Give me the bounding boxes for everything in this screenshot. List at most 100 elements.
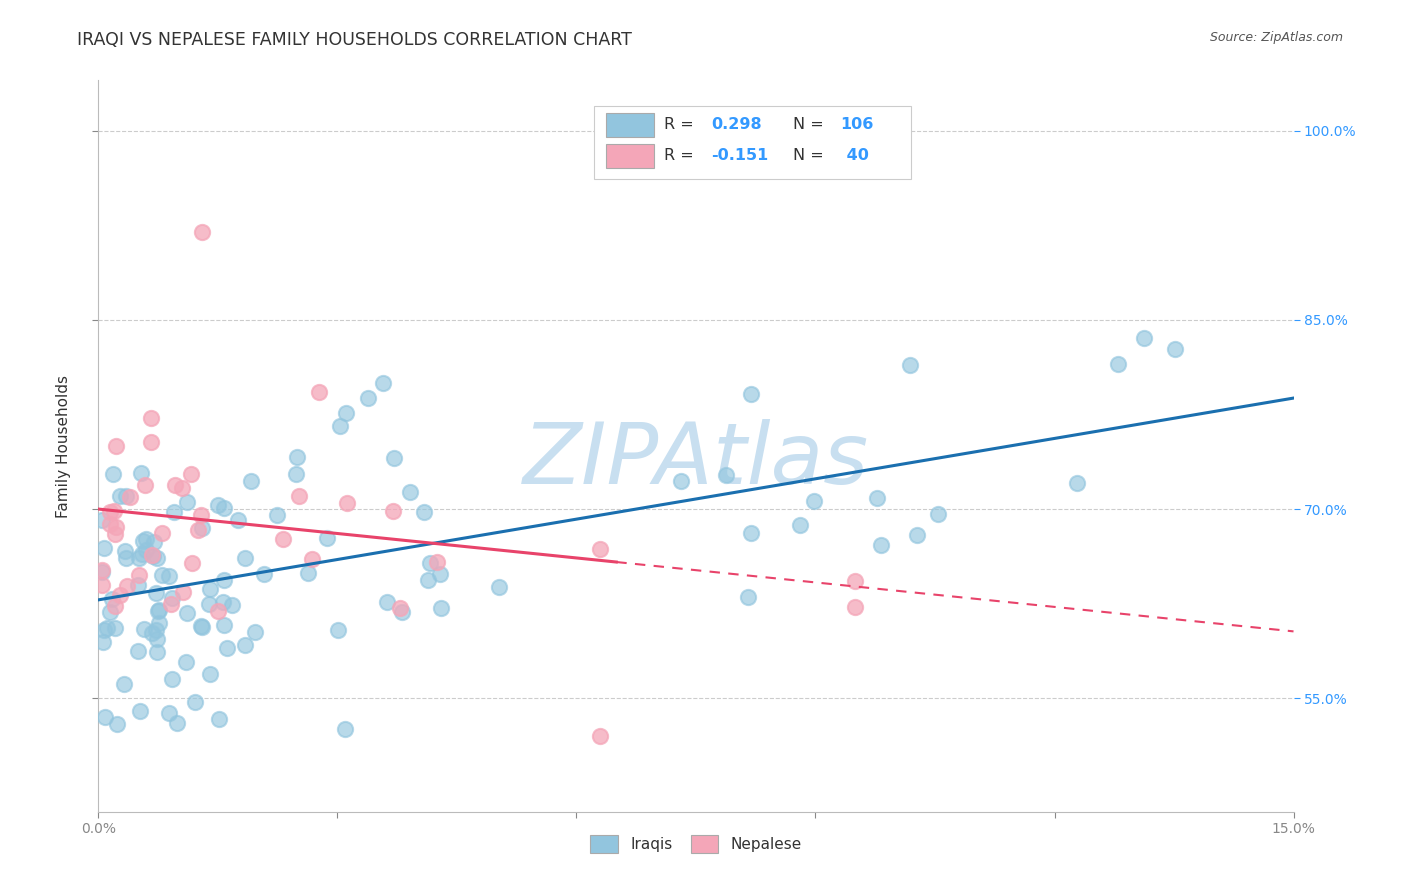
Point	[148, 615, 170, 630]
Point	[180, 467, 202, 481]
Point	[1066, 475, 1088, 490]
Point	[737, 590, 759, 604]
Point	[115, 579, 138, 593]
Point	[174, 656, 197, 670]
Point	[150, 568, 173, 582]
Point	[927, 507, 949, 521]
Point	[96, 621, 118, 635]
Point	[112, 677, 135, 691]
Point	[373, 376, 395, 391]
Point	[190, 508, 212, 522]
Point	[100, 591, 122, 606]
Point	[135, 542, 157, 557]
Point	[150, 526, 173, 541]
Point	[214, 573, 236, 587]
Text: 0.298: 0.298	[711, 117, 762, 132]
Point	[91, 566, 114, 580]
Point	[315, 531, 337, 545]
Point	[148, 603, 170, 617]
Point	[131, 547, 153, 561]
Point	[128, 704, 150, 718]
Point	[104, 599, 127, 613]
Legend: Iraqis, Nepalese: Iraqis, Nepalese	[585, 829, 807, 859]
Point	[308, 385, 330, 400]
Point	[132, 533, 155, 548]
Point	[91, 563, 114, 577]
Point	[418, 573, 440, 587]
Point	[190, 618, 212, 632]
Point	[357, 391, 380, 405]
Point	[170, 481, 193, 495]
Point	[429, 566, 451, 581]
Point	[669, 475, 692, 489]
Point	[208, 712, 231, 726]
Point	[740, 525, 762, 540]
Point	[187, 523, 209, 537]
Text: ZIPAtlas: ZIPAtlas	[523, 419, 869, 502]
Point	[740, 386, 762, 401]
Point	[184, 695, 207, 709]
Point	[141, 435, 163, 450]
Point	[105, 716, 128, 731]
Point	[212, 617, 235, 632]
Point	[419, 556, 441, 570]
Point	[142, 549, 165, 563]
Point	[426, 555, 449, 569]
Point	[198, 666, 221, 681]
Point	[128, 551, 150, 566]
Point	[589, 729, 612, 743]
Point	[127, 643, 149, 657]
Point	[381, 504, 404, 518]
FancyBboxPatch shape	[606, 144, 654, 168]
Point	[844, 600, 866, 615]
Point	[377, 595, 399, 609]
Point	[1132, 331, 1154, 345]
Point	[285, 467, 308, 482]
FancyBboxPatch shape	[595, 106, 911, 179]
Point	[226, 513, 249, 527]
Point	[297, 566, 319, 581]
Point	[488, 580, 510, 594]
Point	[114, 550, 136, 565]
Point	[905, 528, 928, 542]
Point	[134, 477, 156, 491]
Point	[146, 604, 169, 618]
Point	[146, 550, 169, 565]
Point	[91, 577, 114, 591]
Point	[120, 490, 142, 504]
Text: 106: 106	[841, 117, 875, 132]
Point	[217, 641, 239, 656]
Point	[844, 574, 866, 589]
FancyBboxPatch shape	[606, 113, 654, 137]
Point	[160, 591, 183, 605]
Point	[141, 410, 163, 425]
Point	[211, 595, 233, 609]
Point	[93, 541, 115, 556]
Point	[399, 485, 422, 500]
Point	[134, 622, 156, 636]
Point	[163, 505, 186, 519]
Point	[166, 715, 188, 730]
Point	[252, 567, 274, 582]
Point	[146, 645, 169, 659]
Point	[898, 358, 921, 372]
Point	[103, 621, 125, 635]
Point	[176, 495, 198, 509]
Point	[145, 586, 167, 600]
Point	[866, 491, 889, 506]
Point	[235, 638, 257, 652]
Point	[589, 542, 612, 557]
Point	[94, 710, 117, 724]
Point	[127, 578, 149, 592]
Point	[91, 513, 114, 527]
Point	[110, 489, 132, 503]
Point	[221, 599, 243, 613]
Point	[384, 451, 406, 466]
Point	[239, 474, 262, 488]
Point	[141, 548, 163, 562]
Point	[266, 508, 288, 522]
Point	[98, 606, 121, 620]
Point	[200, 582, 222, 597]
Point	[141, 626, 163, 640]
Point	[128, 567, 150, 582]
